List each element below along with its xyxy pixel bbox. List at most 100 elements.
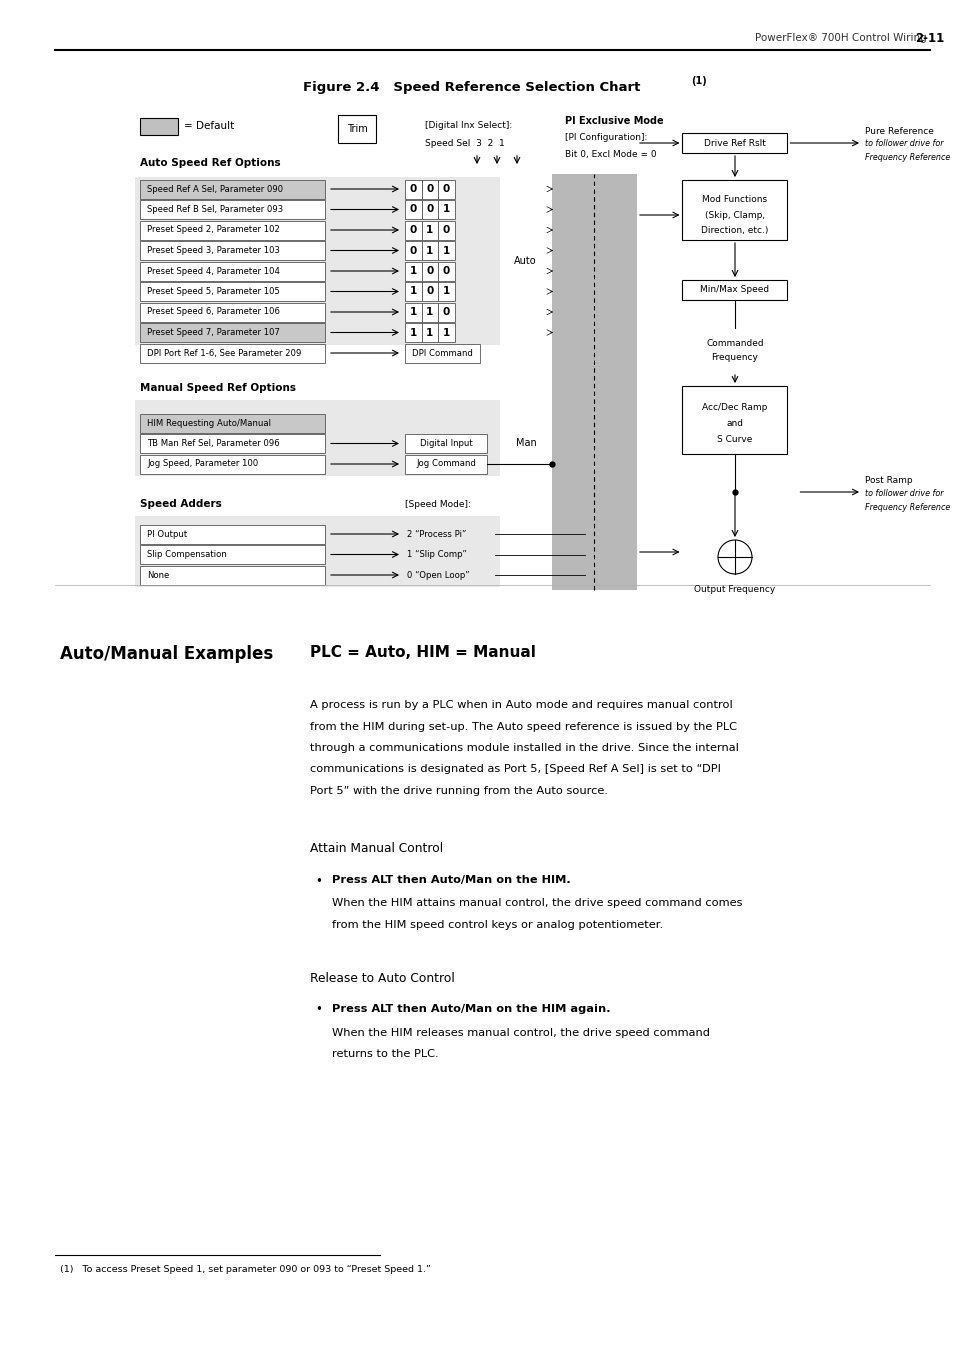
Bar: [140, 282, 325, 301]
Bar: [140, 343, 325, 363]
Text: Press ALT then Auto/Man on the HIM.: Press ALT then Auto/Man on the HIM.: [332, 875, 570, 884]
Text: None: None: [147, 571, 169, 579]
Bar: [140, 262, 325, 281]
Text: 2 “Process Pi”: 2 “Process Pi”: [407, 529, 466, 539]
Text: Manual Speed Ref Options: Manual Speed Ref Options: [140, 383, 295, 393]
Bar: [405, 343, 479, 363]
Text: Output Frequency: Output Frequency: [694, 585, 775, 594]
Text: PLC = Auto, HIM = Manual: PLC = Auto, HIM = Manual: [310, 645, 536, 660]
Text: to follower drive for: to follower drive for: [864, 139, 943, 148]
Text: Preset Speed 3, Parameter 103: Preset Speed 3, Parameter 103: [147, 246, 279, 255]
Text: [Speed Mode]:: [Speed Mode]:: [405, 500, 471, 509]
Text: Drive Ref Rslt: Drive Ref Rslt: [703, 139, 765, 147]
Text: [Digital Inx Select]:: [Digital Inx Select]:: [424, 120, 512, 130]
Text: 0: 0: [426, 286, 433, 297]
Bar: [437, 220, 454, 239]
Text: from the HIM during set-up. The Auto speed reference is issued by the PLC: from the HIM during set-up. The Auto spe…: [310, 721, 737, 732]
Text: Pure Reference: Pure Reference: [864, 127, 933, 135]
Text: through a communications module installed in the drive. Since the internal: through a communications module installe…: [310, 743, 739, 753]
Text: 1: 1: [409, 266, 416, 275]
Text: 0: 0: [442, 225, 450, 235]
Text: Preset Speed 7, Parameter 107: Preset Speed 7, Parameter 107: [147, 328, 279, 338]
Bar: [421, 323, 437, 342]
Bar: [421, 180, 437, 198]
Text: Post Ramp: Post Ramp: [864, 475, 912, 485]
Text: 1: 1: [442, 246, 450, 255]
Text: •: •: [314, 875, 321, 887]
Bar: [140, 413, 325, 432]
Text: When the HIM releases manual control, the drive speed command: When the HIM releases manual control, th…: [332, 1027, 709, 1038]
Text: Auto/Manual Examples: Auto/Manual Examples: [60, 645, 273, 663]
Bar: [405, 302, 421, 321]
Text: (1): (1): [690, 76, 706, 86]
Bar: [405, 180, 421, 198]
Text: Trim: Trim: [346, 124, 367, 134]
Text: When the HIM attains manual control, the drive speed command comes: When the HIM attains manual control, the…: [332, 899, 741, 909]
Text: 0 “Open Loop”: 0 “Open Loop”: [407, 571, 469, 579]
Bar: [681, 279, 786, 300]
Text: Jog Command: Jog Command: [416, 459, 476, 468]
Bar: [552, 174, 637, 590]
Text: 1: 1: [409, 328, 416, 338]
Text: Frequency Reference: Frequency Reference: [864, 154, 949, 162]
Bar: [140, 323, 325, 342]
Bar: [437, 302, 454, 321]
Text: 1: 1: [426, 246, 433, 255]
Bar: [140, 200, 325, 219]
Text: 0: 0: [442, 266, 450, 275]
Text: = Default: = Default: [184, 122, 234, 131]
Text: 1: 1: [442, 286, 450, 297]
Bar: [437, 242, 454, 261]
Bar: [140, 455, 325, 474]
Bar: [135, 400, 499, 475]
Text: Frequency Reference: Frequency Reference: [864, 502, 949, 512]
Text: Bit 0, Excl Mode = 0: Bit 0, Excl Mode = 0: [564, 150, 656, 159]
Bar: [405, 282, 421, 301]
Text: 1: 1: [442, 328, 450, 338]
Text: Acc/Dec Ramp: Acc/Dec Ramp: [701, 404, 767, 413]
Text: 1 “Slip Comp”: 1 “Slip Comp”: [407, 549, 466, 559]
Text: 1: 1: [442, 204, 450, 215]
Bar: [421, 282, 437, 301]
Bar: [437, 262, 454, 281]
Text: Direction, etc.): Direction, etc.): [700, 225, 768, 235]
Bar: [140, 545, 325, 564]
Text: PI Exclusive Mode: PI Exclusive Mode: [564, 116, 663, 126]
Text: 1: 1: [409, 306, 416, 317]
Bar: [437, 180, 454, 198]
Text: Port 5” with the drive running from the Auto source.: Port 5” with the drive running from the …: [310, 786, 607, 796]
Bar: [437, 282, 454, 301]
Text: (Skip, Clamp,: (Skip, Clamp,: [704, 211, 764, 220]
Bar: [140, 117, 178, 135]
Bar: [405, 220, 421, 239]
Bar: [681, 134, 786, 153]
Bar: [437, 200, 454, 219]
Text: Jog Speed, Parameter 100: Jog Speed, Parameter 100: [147, 459, 258, 468]
Text: returns to the PLC.: returns to the PLC.: [332, 1049, 438, 1058]
Text: Figure 2.4   Speed Reference Selection Chart: Figure 2.4 Speed Reference Selection Cha…: [303, 81, 640, 95]
Text: Commanded: Commanded: [705, 339, 763, 347]
Text: Attain Manual Control: Attain Manual Control: [310, 842, 442, 856]
Text: Release to Auto Control: Release to Auto Control: [310, 972, 455, 984]
Text: and: and: [726, 420, 742, 428]
Text: communications is designated as Port 5, [Speed Ref A Sel] is set to “DPI: communications is designated as Port 5, …: [310, 764, 720, 775]
Text: 1: 1: [426, 328, 433, 338]
Text: [PI Configuration]:: [PI Configuration]:: [564, 134, 647, 143]
Bar: [135, 516, 499, 586]
Bar: [405, 242, 421, 261]
Text: Digital Input: Digital Input: [419, 439, 472, 448]
Text: Preset Speed 6, Parameter 106: Preset Speed 6, Parameter 106: [147, 308, 279, 316]
Text: PowerFlex® 700H Control Wiring: PowerFlex® 700H Control Wiring: [754, 32, 925, 43]
Text: HIM Requesting Auto/Manual: HIM Requesting Auto/Manual: [147, 418, 271, 428]
Text: Auto: Auto: [514, 255, 537, 266]
Bar: [437, 323, 454, 342]
Text: (1)   To access Preset Speed 1, set parameter 090 or 093 to “Preset Speed 1.”: (1) To access Preset Speed 1, set parame…: [60, 1265, 431, 1274]
Text: 1: 1: [426, 306, 433, 317]
Text: DPI Port Ref 1-6, See Parameter 209: DPI Port Ref 1-6, See Parameter 209: [147, 348, 301, 358]
Text: Press ALT then Auto/Man on the HIM again.: Press ALT then Auto/Man on the HIM again…: [332, 1003, 610, 1014]
Text: Frequency: Frequency: [711, 354, 758, 363]
Text: 0: 0: [426, 266, 433, 275]
Bar: [337, 115, 375, 143]
Text: PI Output: PI Output: [147, 529, 187, 539]
Text: 0: 0: [426, 184, 433, 194]
